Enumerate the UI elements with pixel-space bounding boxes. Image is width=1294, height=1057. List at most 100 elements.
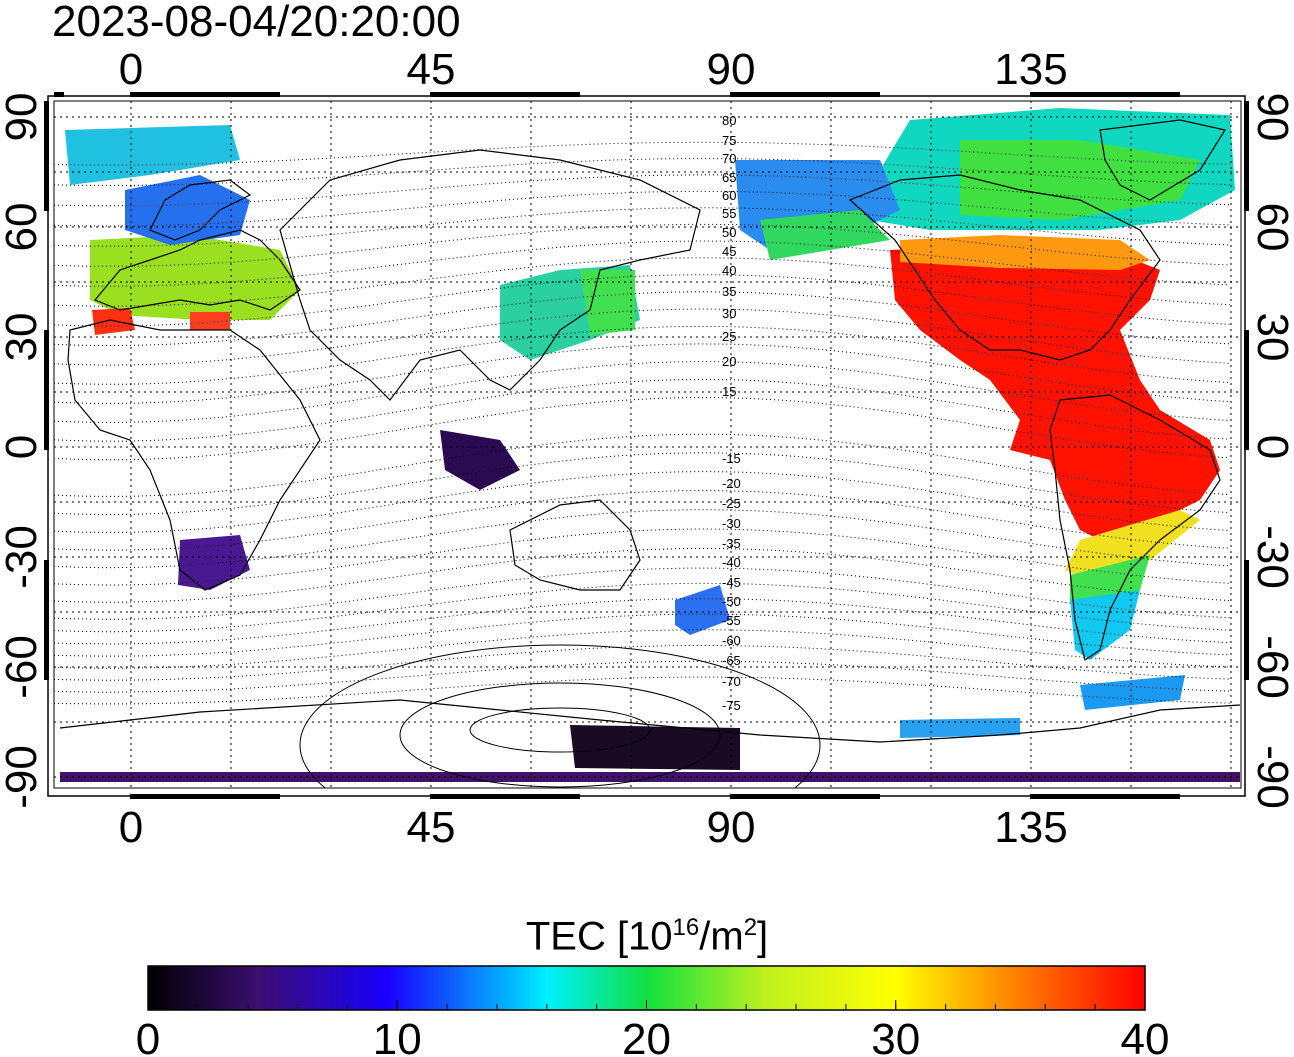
contour-label: -35: [722, 536, 741, 551]
tec-region-med-2: [190, 312, 230, 330]
longitude-label-bottom: 45: [407, 803, 456, 852]
latitude-label-right: 0: [1248, 435, 1294, 459]
tec-region-south-africa: [178, 535, 250, 590]
contour-line: [54, 471, 1231, 533]
contour-closed: [469, 707, 651, 753]
longitude-label-bottom: 90: [707, 803, 756, 852]
latitude-label-right: 90: [1248, 93, 1294, 142]
contour-label: 75: [722, 133, 736, 148]
contour-line: [54, 190, 1231, 227]
contour-line: [54, 598, 1231, 645]
contour-label: 50: [722, 225, 736, 240]
contour-line: [54, 452, 1231, 515]
coastline-greenland: [1099, 119, 1226, 201]
tec-data-layer: [60, 108, 1240, 782]
contour-label: 25: [722, 329, 736, 344]
latitude-label-left: -30: [0, 525, 46, 589]
coastline-europe: [94, 229, 301, 311]
colorbar-title: TEC [1016/m2]: [0, 908, 1294, 956]
colorbar-tick-label: 10: [373, 1015, 422, 1057]
latitude-label-left: 30: [0, 313, 46, 362]
contour-line: [54, 223, 1231, 267]
tec-region-sa-cyan: [1070, 590, 1140, 660]
contour-line: [54, 509, 1231, 569]
latitude-label-right: -60: [1248, 635, 1294, 699]
latitude-label-left: -60: [0, 635, 46, 699]
coastline-south-america: [1049, 394, 1221, 661]
contour-label: -50: [722, 594, 741, 609]
latitude-label-right: -30: [1248, 525, 1294, 589]
longitude-label-top: 0: [119, 45, 143, 94]
tec-region-med: [92, 308, 135, 335]
colorbar-tick-label: 40: [1121, 1015, 1170, 1057]
contour-label: -25: [722, 496, 741, 511]
latitude-label-left: 0: [0, 435, 46, 459]
contour-line: [54, 397, 1231, 461]
tec-region-japan: [580, 270, 635, 335]
contour-label: 55: [722, 206, 736, 221]
contour-label: 40: [722, 263, 736, 278]
contour-line: [54, 379, 1231, 442]
tec-region-pacific-north-green: [760, 210, 890, 260]
contour-label: -40: [722, 555, 741, 570]
contour-line: [54, 629, 1231, 669]
contour-label: -15: [722, 451, 741, 466]
contour-closed: [399, 682, 721, 788]
contour-label: 20: [722, 354, 736, 369]
contour-label: 70: [722, 151, 736, 166]
coastline-africa: [67, 319, 321, 591]
contour-line: [54, 274, 1231, 327]
contour-line: [54, 361, 1231, 423]
contour-label: -75: [722, 698, 741, 713]
contour-label: 35: [722, 284, 736, 299]
contour-line: [54, 257, 1231, 307]
colorbar-title-main: TEC [10: [525, 914, 673, 959]
contour-line: [54, 433, 1231, 497]
contour-label: 45: [722, 244, 736, 259]
coastlines: [59, 119, 1241, 743]
contour-line: [54, 207, 1231, 247]
latitude-label-right: 60: [1248, 203, 1294, 252]
contour-line: [54, 676, 1231, 705]
coastline-australia: [509, 499, 641, 591]
timestamp-title: 2023-08-04/20:20:00: [52, 0, 461, 46]
latitude-label-left: 60: [0, 203, 46, 252]
contour-label: 30: [722, 306, 736, 321]
colorbar-title-exp2: 2: [743, 914, 758, 941]
contour-label: 65: [722, 170, 736, 185]
contour-label: -60: [722, 633, 741, 648]
coastline-asia: [279, 149, 701, 401]
magnetic-latitude-contours: [54, 141, 1231, 788]
tec-region-antarctic: [570, 725, 740, 770]
tec-region-americas-high: [890, 245, 1220, 540]
contour-label: -30: [722, 516, 741, 531]
colorbar-title-exp1: 16: [672, 914, 700, 941]
coastline-antarctica: [59, 699, 1241, 743]
contour-line: [54, 141, 1231, 166]
contour-line: [54, 528, 1231, 586]
tec-region-americas-mid: [900, 235, 1150, 270]
coastline-north-america: [848, 174, 1161, 361]
tec-region-sa-south: [1065, 510, 1200, 580]
tec-region-sa-green: [1070, 555, 1150, 610]
contour-line: [54, 308, 1231, 366]
longitude-label-top: 45: [407, 45, 456, 94]
colorbar-tick-label: 0: [136, 1015, 160, 1057]
contour-line: [54, 325, 1231, 385]
contour-line: [54, 240, 1231, 287]
colorbar-tick-label: 30: [871, 1015, 920, 1057]
coastline-scandinavia: [149, 179, 252, 241]
contour-line: [54, 613, 1231, 657]
contour-label: -70: [722, 674, 741, 689]
tec-region-arctic-green: [960, 140, 1200, 220]
latitude-label-left: 90: [0, 93, 46, 142]
contour-line: [54, 490, 1231, 551]
contour-line: [54, 343, 1231, 404]
tec-region-north-atlantic: [65, 125, 240, 185]
colorbar-tick-label: 20: [622, 1015, 671, 1057]
graticule-grid: [54, 101, 1241, 788]
latitude-label-left: -90: [0, 745, 46, 809]
tec-region-new-zealand: [675, 585, 730, 635]
tec-region-drake: [1080, 675, 1185, 710]
longitude-labels-bottom: 04590135180-135-90-45: [119, 803, 1068, 852]
